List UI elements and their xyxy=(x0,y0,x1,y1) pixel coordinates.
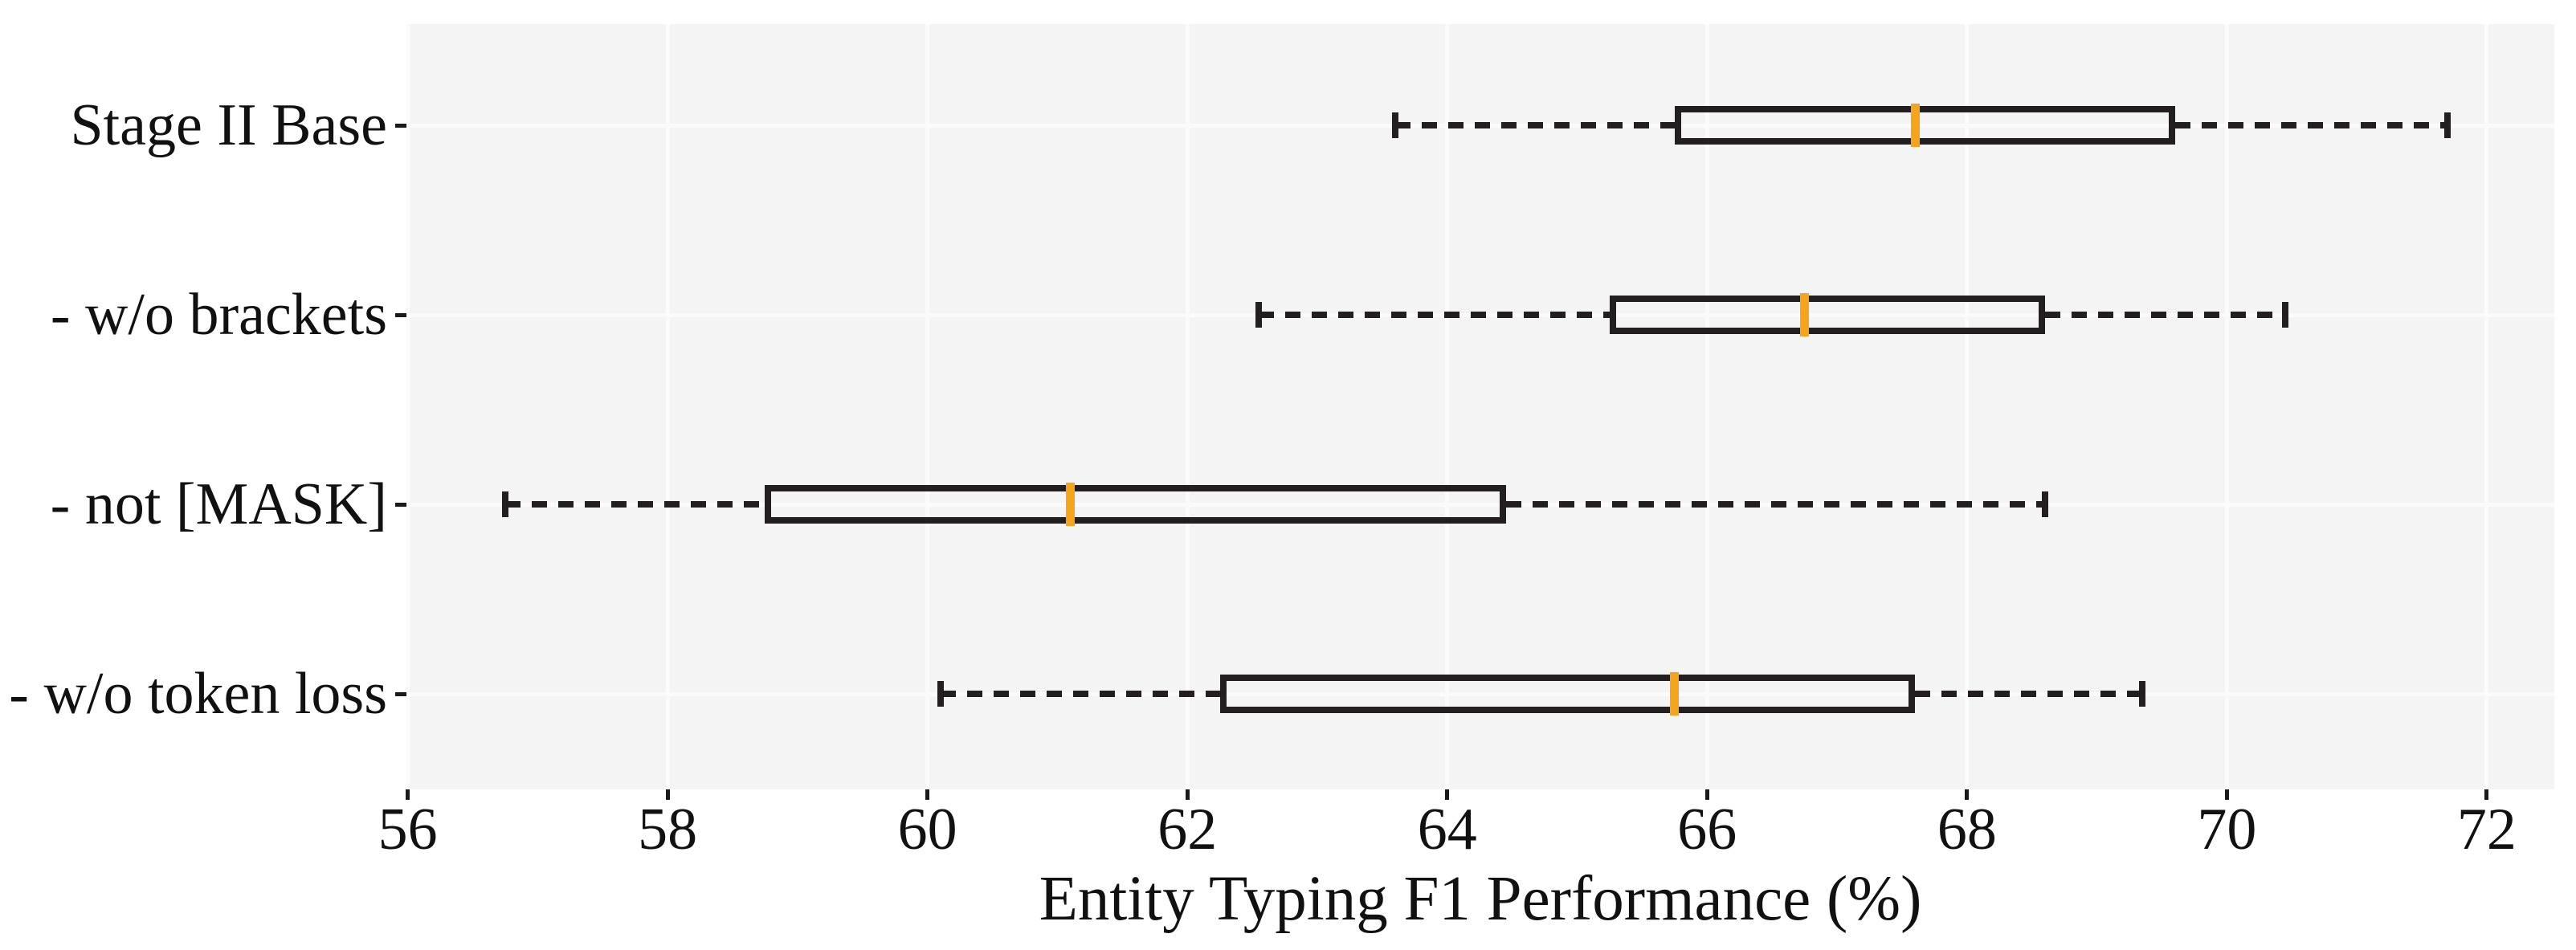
median-line xyxy=(1670,672,1680,716)
iqr-box xyxy=(765,485,1506,524)
whisker-left xyxy=(1395,122,1675,128)
x-tick-label: 58 xyxy=(638,797,698,862)
whisker-right xyxy=(1915,691,2143,697)
whisker-cap-low xyxy=(501,491,508,517)
x-tick-label: 64 xyxy=(1417,797,1477,862)
y-tick-mark xyxy=(395,123,406,128)
whisker-cap-low xyxy=(1392,112,1399,138)
x-gridline xyxy=(925,24,930,789)
whisker-right xyxy=(2044,312,2286,318)
x-tick-label: 68 xyxy=(1937,797,1997,862)
x-gridline xyxy=(2224,24,2229,789)
iqr-box xyxy=(1609,296,2045,334)
x-tick-mark xyxy=(2224,789,2229,800)
y-tick-mark xyxy=(395,691,406,696)
x-gridline xyxy=(1185,24,1190,789)
plot-area xyxy=(406,24,2554,789)
whisker-left xyxy=(940,691,1220,697)
median-line xyxy=(1910,104,1920,147)
y-gridline xyxy=(406,502,2554,507)
x-tick-label: 60 xyxy=(897,797,957,862)
whisker-cap-low xyxy=(1255,302,1263,328)
whisker-cap-high xyxy=(2041,491,2048,517)
whisker-cap-high xyxy=(2444,112,2451,138)
x-tick-mark xyxy=(406,789,410,800)
x-gridline xyxy=(1965,24,1970,789)
y-tick-mark xyxy=(395,312,406,317)
median-line xyxy=(1066,483,1076,526)
category-label: Stage II Base xyxy=(70,92,387,158)
whisker-left xyxy=(1259,312,1610,318)
x-axis-label: Entity Typing F1 Performance (%) xyxy=(1039,864,1922,934)
category-label: - w/o brackets xyxy=(50,282,387,348)
iqr-box xyxy=(1219,675,1916,713)
category-label: - w/o token loss xyxy=(9,661,387,727)
x-tick-label: 56 xyxy=(378,797,438,862)
x-gridline xyxy=(1704,24,1709,789)
x-gridline xyxy=(665,24,670,789)
whisker-left xyxy=(504,501,765,508)
x-tick-label: 70 xyxy=(2197,797,2257,862)
category-label: - not [MASK] xyxy=(50,471,387,537)
y-gridline xyxy=(406,691,2554,696)
x-tick-label: 62 xyxy=(1157,797,1218,862)
x-tick-mark xyxy=(2484,789,2489,800)
x-tick-mark xyxy=(1704,789,1709,800)
y-tick-mark xyxy=(395,502,406,507)
x-gridline xyxy=(2484,24,2489,789)
x-tick-label: 66 xyxy=(1677,797,1737,862)
whisker-cap-low xyxy=(937,681,944,707)
x-tick-mark xyxy=(1965,789,1970,800)
x-tick-mark xyxy=(1445,789,1450,800)
x-tick-mark xyxy=(665,789,670,800)
x-gridline xyxy=(1445,24,1450,789)
iqr-box xyxy=(1674,106,2175,145)
x-tick-mark xyxy=(1185,789,1190,800)
median-line xyxy=(1800,293,1810,336)
whisker-cap-high xyxy=(2139,681,2146,707)
whisker-cap-high xyxy=(2282,302,2289,328)
x-gridline xyxy=(406,24,410,789)
x-tick-mark xyxy=(925,789,930,800)
x-tick-label: 72 xyxy=(2456,797,2517,862)
whisker-right xyxy=(2174,122,2448,128)
whisker-right xyxy=(1505,501,2045,508)
